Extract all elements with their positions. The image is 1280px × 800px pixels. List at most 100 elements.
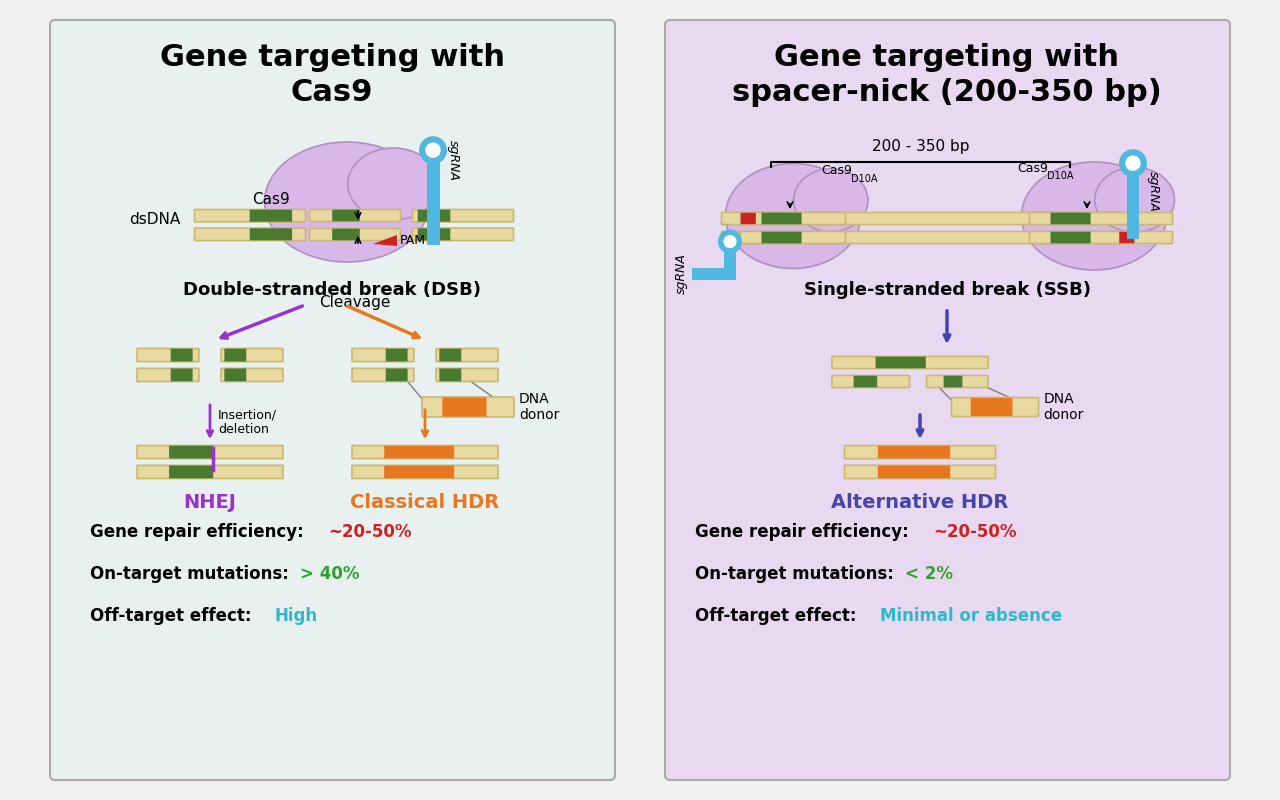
Text: dsDNA: dsDNA (129, 213, 180, 227)
Text: ~20-50%: ~20-50% (933, 523, 1016, 541)
FancyBboxPatch shape (943, 376, 963, 387)
FancyBboxPatch shape (412, 228, 513, 241)
FancyBboxPatch shape (436, 368, 498, 382)
Circle shape (723, 235, 736, 248)
Polygon shape (426, 160, 439, 190)
FancyBboxPatch shape (741, 231, 846, 243)
FancyBboxPatch shape (439, 369, 461, 382)
Text: On-target mutations:: On-target mutations: (695, 565, 900, 583)
Text: On-target mutations:: On-target mutations: (90, 565, 294, 583)
Ellipse shape (726, 163, 860, 269)
FancyBboxPatch shape (443, 398, 486, 417)
FancyBboxPatch shape (845, 446, 996, 458)
Text: DNA
donor: DNA donor (518, 392, 559, 422)
Text: Double-stranded break (DSB): Double-stranded break (DSB) (183, 281, 481, 299)
Polygon shape (1126, 211, 1139, 239)
FancyBboxPatch shape (137, 349, 198, 362)
Text: PAM: PAM (399, 234, 426, 247)
FancyBboxPatch shape (352, 349, 413, 362)
Text: Cas9: Cas9 (820, 165, 852, 178)
FancyBboxPatch shape (762, 213, 801, 224)
FancyBboxPatch shape (250, 210, 292, 222)
FancyBboxPatch shape (384, 466, 454, 478)
FancyBboxPatch shape (352, 368, 413, 382)
Polygon shape (724, 250, 736, 280)
Circle shape (1119, 149, 1147, 178)
FancyBboxPatch shape (385, 369, 407, 382)
Ellipse shape (1094, 167, 1175, 232)
Text: Alternative HDR: Alternative HDR (831, 493, 1009, 512)
Ellipse shape (794, 169, 868, 232)
Text: Classical HDR: Classical HDR (351, 493, 499, 512)
FancyBboxPatch shape (878, 466, 950, 478)
FancyBboxPatch shape (722, 213, 1172, 225)
FancyBboxPatch shape (221, 368, 283, 382)
FancyBboxPatch shape (927, 375, 988, 387)
FancyBboxPatch shape (417, 210, 451, 222)
Text: Cleavage: Cleavage (319, 295, 390, 310)
FancyBboxPatch shape (195, 210, 306, 222)
FancyBboxPatch shape (170, 369, 192, 382)
FancyBboxPatch shape (169, 446, 214, 458)
Text: Cas9: Cas9 (1018, 162, 1048, 174)
FancyBboxPatch shape (137, 446, 283, 458)
Text: Gene repair efficiency:: Gene repair efficiency: (695, 523, 914, 541)
FancyBboxPatch shape (224, 369, 246, 382)
Text: High: High (275, 607, 319, 625)
FancyBboxPatch shape (1029, 213, 1134, 225)
FancyBboxPatch shape (439, 349, 461, 362)
FancyBboxPatch shape (352, 446, 498, 458)
Text: Gene repair efficiency:: Gene repair efficiency: (90, 523, 310, 541)
FancyBboxPatch shape (854, 376, 877, 387)
Circle shape (1125, 155, 1140, 171)
Text: sgRNA: sgRNA (1147, 170, 1160, 211)
Text: sgRNA: sgRNA (675, 254, 689, 294)
FancyBboxPatch shape (195, 228, 306, 241)
Ellipse shape (1021, 162, 1166, 270)
Text: D10A: D10A (1047, 171, 1074, 181)
Text: Minimal or absence: Minimal or absence (881, 607, 1062, 625)
Text: DNA
donor: DNA donor (1043, 392, 1084, 422)
FancyBboxPatch shape (832, 375, 910, 387)
Ellipse shape (265, 142, 430, 262)
Circle shape (419, 136, 447, 164)
FancyBboxPatch shape (876, 357, 925, 368)
FancyBboxPatch shape (1119, 232, 1134, 243)
FancyBboxPatch shape (1051, 213, 1091, 224)
Text: Gene targeting with
Cas9: Gene targeting with Cas9 (160, 42, 504, 107)
FancyBboxPatch shape (722, 231, 1172, 243)
FancyBboxPatch shape (50, 20, 614, 780)
Text: Cas9: Cas9 (252, 193, 291, 207)
Text: D10A: D10A (851, 174, 878, 184)
FancyBboxPatch shape (741, 213, 755, 224)
FancyBboxPatch shape (1051, 232, 1091, 243)
FancyBboxPatch shape (333, 229, 360, 240)
Text: 200 - 350 bp: 200 - 350 bp (872, 139, 969, 154)
Text: NHEJ: NHEJ (183, 493, 237, 512)
Text: > 40%: > 40% (300, 565, 360, 583)
FancyBboxPatch shape (1029, 231, 1134, 243)
FancyBboxPatch shape (436, 349, 498, 362)
FancyBboxPatch shape (384, 446, 454, 458)
FancyBboxPatch shape (310, 210, 401, 222)
Text: < 2%: < 2% (905, 565, 954, 583)
FancyBboxPatch shape (417, 228, 451, 240)
Circle shape (718, 230, 742, 254)
FancyBboxPatch shape (970, 398, 1012, 416)
Circle shape (425, 142, 440, 158)
Polygon shape (1126, 173, 1139, 211)
FancyBboxPatch shape (412, 210, 513, 222)
FancyBboxPatch shape (741, 213, 846, 225)
FancyBboxPatch shape (762, 232, 801, 243)
FancyBboxPatch shape (169, 466, 214, 478)
FancyBboxPatch shape (170, 349, 192, 362)
Text: Single-stranded break (SSB): Single-stranded break (SSB) (804, 281, 1091, 299)
FancyBboxPatch shape (422, 397, 515, 417)
FancyBboxPatch shape (832, 357, 988, 369)
FancyBboxPatch shape (352, 466, 498, 478)
FancyBboxPatch shape (666, 20, 1230, 780)
Text: sgRNA: sgRNA (447, 139, 460, 181)
FancyBboxPatch shape (845, 466, 996, 478)
FancyBboxPatch shape (224, 349, 246, 362)
Ellipse shape (348, 148, 439, 220)
